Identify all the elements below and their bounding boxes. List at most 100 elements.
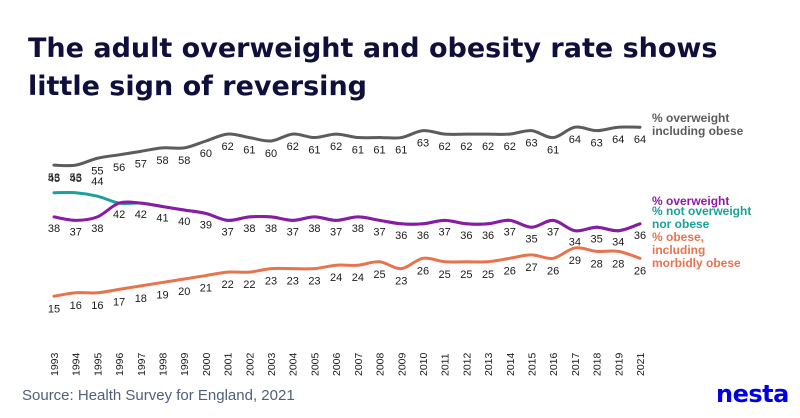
series-line-obese: [52, 246, 642, 298]
data-label: 37: [547, 226, 559, 238]
data-label: 20: [178, 286, 190, 298]
data-label: 16: [70, 300, 82, 312]
data-label: 40: [178, 216, 190, 228]
data-label: 21: [200, 283, 212, 295]
data-label: 23: [287, 276, 299, 288]
data-label: 41: [156, 213, 168, 225]
x-tick-label: 1998: [158, 352, 170, 376]
x-tick-label: 1993: [49, 352, 61, 376]
data-label: 62: [439, 141, 451, 153]
x-tick-label: 2013: [483, 352, 495, 376]
x-tick-label: 2002: [244, 352, 256, 376]
x-tick-label: 1994: [71, 352, 83, 376]
x-tick-label: 2017: [570, 352, 582, 376]
data-label: 64: [634, 134, 646, 146]
data-label: 19: [156, 289, 168, 301]
data-label: 64: [612, 134, 624, 146]
data-label: 64: [569, 134, 581, 146]
x-tick-label: 2008: [375, 352, 387, 376]
data-label: 16: [91, 300, 103, 312]
data-label: 17: [113, 296, 125, 308]
data-label: 58: [178, 155, 190, 167]
legend-label-overweight: % overweight: [652, 194, 729, 208]
x-tick-label: 2007: [353, 352, 365, 376]
data-label: 63: [590, 138, 602, 150]
data-label: 36: [395, 230, 407, 242]
data-label: 28: [590, 258, 602, 270]
data-label: 61: [373, 145, 385, 157]
data-label: 61: [395, 145, 407, 157]
data-label: 23: [308, 276, 320, 288]
data-label: 42: [113, 209, 125, 221]
data-label: 38: [265, 223, 277, 235]
series-lines: [52, 125, 642, 298]
source-note: Source: Health Survey for England, 2021: [22, 387, 295, 404]
data-label: 26: [504, 265, 516, 277]
x-tick-label: 1999: [179, 352, 191, 376]
x-tick-label: 2009: [396, 352, 408, 376]
x-tick-label: 2000: [201, 352, 213, 376]
x-tick-label: 1997: [136, 352, 148, 376]
data-label: 37: [439, 226, 451, 238]
legend-label-not_overweight: nor obese: [652, 217, 710, 231]
data-label: 61: [243, 145, 255, 157]
data-label: 60: [265, 148, 277, 160]
data-label: 37: [70, 226, 82, 238]
data-label: 44: [91, 176, 103, 188]
x-tick-label: 2003: [266, 352, 278, 376]
data-label: 39: [200, 219, 212, 231]
x-tick-label: 2014: [505, 352, 517, 376]
data-label: 36: [417, 230, 429, 242]
x-tick-label: 2010: [418, 352, 430, 376]
data-label: 53: [48, 172, 60, 184]
data-label: 24: [330, 272, 342, 284]
x-tick-label: 2012: [461, 352, 473, 376]
data-label: 58: [156, 155, 168, 167]
x-tick-label: 2015: [526, 352, 538, 376]
nesta-logo: nesta: [716, 380, 789, 408]
data-label: 63: [525, 138, 537, 150]
series-line-overweight: [52, 200, 642, 233]
data-label: 35: [590, 233, 602, 245]
data-label: 25: [482, 269, 494, 281]
data-label: 57: [135, 158, 147, 170]
x-tick-label: 1996: [114, 352, 126, 376]
data-label: 36: [460, 230, 472, 242]
data-label: 28: [612, 258, 624, 270]
data-label: 24: [352, 272, 364, 284]
data-label: 34: [569, 237, 581, 249]
data-label: 62: [504, 141, 516, 153]
x-tick-label: 2019: [613, 352, 625, 376]
data-label: 38: [308, 223, 320, 235]
data-label: 37: [373, 226, 385, 238]
data-label: 53: [70, 172, 82, 184]
x-tick-label: 2004: [288, 352, 300, 376]
x-axis-ticks: 1993 1994 1995 1996 1997 1998 1999 2000 2001 2002…: [49, 352, 647, 376]
data-label: 38: [243, 223, 255, 235]
x-tick-label: 2011: [440, 353, 452, 376]
data-labels: 53 53 55 56 57 58 58 60 62 61 60 62 61 62 61 61 61 63 62 62…: [48, 134, 646, 315]
data-label: 62: [460, 141, 472, 153]
data-label: 38: [91, 223, 103, 235]
x-tick-label: 2016: [548, 352, 560, 376]
data-label: 63: [417, 138, 429, 150]
data-label: 34: [612, 237, 624, 249]
data-label: 29: [569, 255, 581, 267]
data-label: 42: [135, 209, 147, 221]
legend-label-overweight_obese: % overweight: [652, 111, 729, 125]
data-label: 36: [482, 230, 494, 242]
data-label: 18: [135, 293, 147, 305]
x-tick-label: 2006: [331, 352, 343, 376]
data-label: 38: [352, 223, 364, 235]
data-label: 23: [265, 276, 277, 288]
data-label: 37: [504, 226, 516, 238]
data-label: 62: [330, 141, 342, 153]
data-label: 22: [222, 279, 234, 291]
data-label: 35: [525, 233, 537, 245]
data-label: 38: [48, 223, 60, 235]
data-label: 36: [634, 230, 646, 242]
legend-label-obese: morbidly obese: [652, 256, 741, 270]
data-label: 23: [395, 276, 407, 288]
legend-label-not_overweight: % not overweight: [652, 204, 751, 218]
data-label: 26: [417, 265, 429, 277]
